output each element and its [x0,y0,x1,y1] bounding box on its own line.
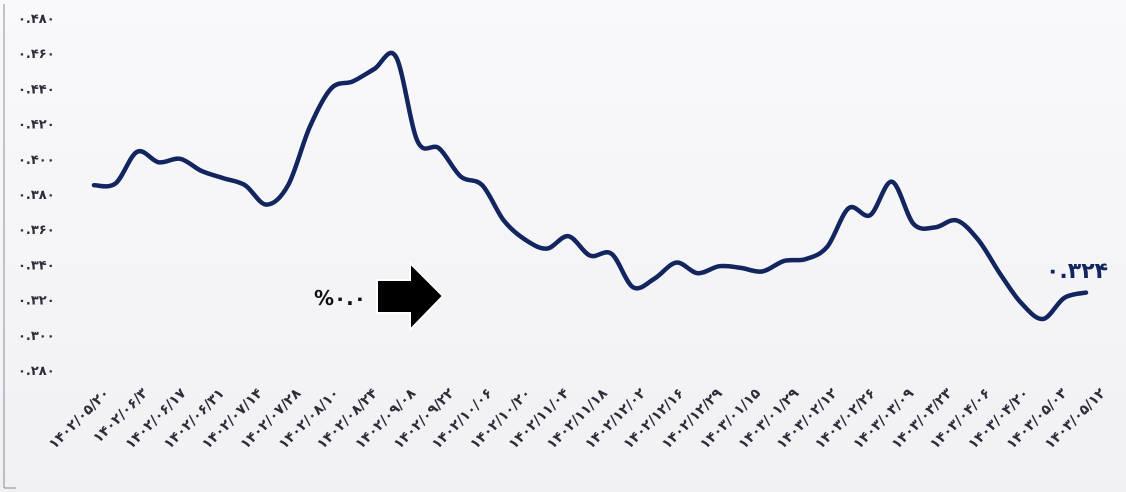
data-point [977,239,979,241]
y-tick-label: ۰.۴۰۰ [18,153,55,168]
y-tick-label: ۰.۴۴۰ [18,82,55,97]
series-line [91,50,1089,322]
y-tick-label: ۰.۳۴۰ [18,258,55,273]
data-point [416,140,419,142]
data-point [308,126,311,128]
data-point [244,184,246,186]
y-tick-label: ۰.۴۲۰ [18,118,55,133]
y-tick-label: ۰.۳۸۰ [18,188,55,203]
data-point [265,203,268,206]
data-point [567,235,570,237]
data-point [632,286,634,289]
data-point [330,87,333,90]
data-point [1020,302,1023,304]
last-value-label: ۰.۳۲۴ [1046,259,1108,284]
data-point [287,184,289,186]
data-point [653,277,656,280]
data-point [201,170,203,172]
right-arrow-icon [376,260,445,333]
data-point [1042,318,1044,320]
data-point [157,161,160,164]
data-point [804,258,807,260]
data-point [589,254,591,257]
data-point [869,214,872,216]
y-tick-label: ۰.۲۸۰ [18,364,55,379]
y-tick-label: ۰.۳۰۰ [18,329,55,344]
change-arrow-group: %۰.۰ [314,260,445,333]
data-point [459,175,462,178]
data-point [93,184,95,186]
data-point [352,80,354,83]
y-tick-label: ۰.۴۶۰ [18,47,55,62]
y-tick-label: ۰.۳۶۰ [18,223,55,238]
data-point [826,246,828,248]
y-tick-label: ۰.۳۲۰ [18,294,55,309]
data-point [783,260,785,262]
data-point [136,151,138,153]
data-point [481,184,484,186]
y-tick-label: ۰.۴۸۰ [18,12,55,27]
data-point [891,180,893,183]
data-point [697,272,699,275]
data-point [998,272,1001,275]
data-point [114,182,117,185]
change-label: %۰.۰ [314,286,366,310]
series-layer [91,50,1089,322]
data-point [740,267,742,269]
data-point [848,207,850,209]
data-point [502,219,505,222]
data-point [438,147,440,149]
data-point [1063,297,1066,299]
data-point [675,261,678,264]
x-axis-ticks: ۱۴۰۲/۰۵/۲۰۱۴۰۲/۰۶/۳۱۴۰۲/۰۶/۱۷۱۴۰۲/۰۶/۳۱۱… [46,385,1109,452]
data-point [934,226,936,229]
y-axis-ticks: ۰.۲۸۰ ۰.۳۰۰ ۰.۳۲۰ ۰.۳۴۰ ۰.۳۶۰ ۰.۳۸۰ ۰.۴۰۰ ۰.۴۲۰… [18,12,55,379]
data-point [955,219,958,222]
data-point [718,265,721,268]
data-point [546,247,548,250]
data-point [1085,291,1087,294]
data-point [373,68,376,70]
data-point [912,223,915,225]
data-point [222,177,225,179]
data-point [610,253,613,255]
data-point [179,158,182,160]
data-point [524,239,527,241]
data-point [395,55,397,58]
data-point [761,270,764,273]
